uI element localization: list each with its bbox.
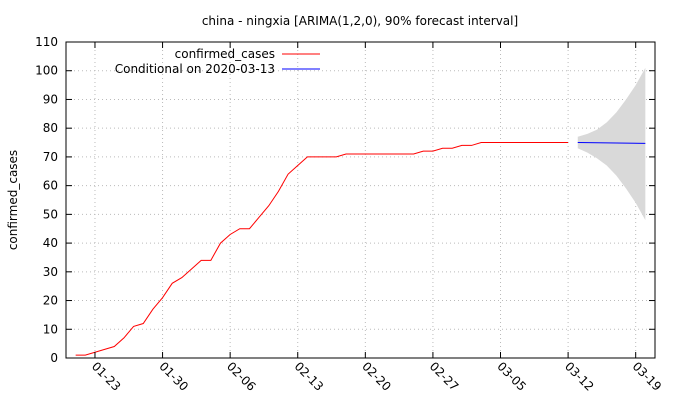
x-tick-label: 02-06: [224, 359, 259, 394]
y-tick-label: 40: [43, 236, 58, 250]
x-tick-label: 03-05: [494, 359, 529, 394]
y-tick-label: 0: [50, 351, 58, 365]
y-tick-label: 110: [35, 35, 58, 49]
legend: confirmed_cases Conditional on 2020-03-1…: [115, 47, 320, 76]
legend-label-confirmed-cases: confirmed_cases: [175, 47, 275, 61]
forecast-interval-band: [577, 67, 646, 221]
series-line-conditional-forecast: [577, 142, 646, 144]
x-tick-label: 03-19: [630, 359, 665, 394]
y-tick-label: 30: [43, 265, 58, 279]
forecast-interval-area: [577, 67, 646, 221]
y-tick-label: 20: [43, 294, 58, 308]
series-lines: [75, 142, 646, 356]
y-tick-label: 10: [43, 322, 58, 336]
y-tick-label: 90: [43, 92, 58, 106]
x-tick-label: 02-13: [292, 359, 327, 394]
y-tick-label: 50: [43, 207, 58, 221]
grid-lines: [66, 42, 655, 358]
x-tick-label: 02-27: [427, 359, 462, 394]
chart-title: china - ningxia [ARIMA(1,2,0), 90% forec…: [202, 14, 518, 28]
x-tick-label: 01-23: [89, 359, 124, 394]
x-axis-ticks: 01-23 01-30 02-06 02-13 02-20 02-27 03-05 03-12…: [89, 42, 664, 394]
y-tick-label: 80: [43, 121, 58, 135]
series-line-confirmed-cases: [75, 142, 569, 356]
x-tick-label: 03-12: [562, 359, 597, 394]
y-axis-ticks: 0 10 20 30 40 50 60 70 80 90 100 110: [35, 35, 655, 365]
x-tick-label: 01-30: [156, 359, 191, 394]
plot-border: [65, 41, 656, 359]
y-axis-label: confirmed_cases: [6, 150, 20, 250]
y-tick-label: 70: [43, 150, 58, 164]
x-tick-label: 02-20: [359, 359, 394, 394]
y-tick-label: 60: [43, 179, 58, 193]
legend-label-conditional: Conditional on 2020-03-13: [115, 62, 275, 76]
y-tick-label: 100: [35, 64, 58, 78]
